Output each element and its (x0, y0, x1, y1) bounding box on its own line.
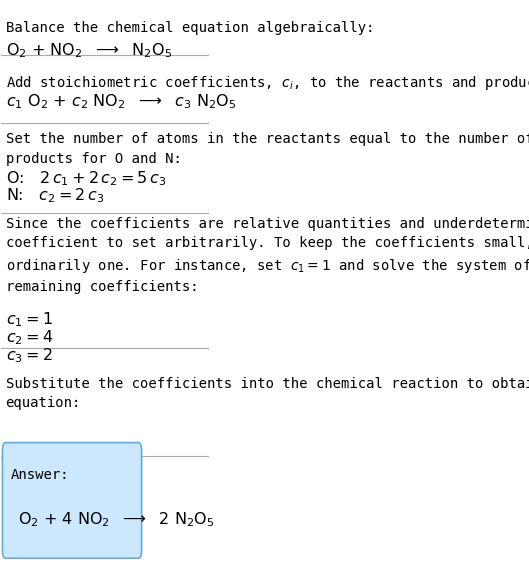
Text: $c_1 = 1$: $c_1 = 1$ (5, 311, 52, 329)
Text: Since the coefficients are relative quantities and underdetermined, choose a
coe: Since the coefficients are relative quan… (5, 217, 529, 294)
Text: O$_2$ + 4 NO$_2$  $\longrightarrow$  2 N$_2$O$_5$: O$_2$ + 4 NO$_2$ $\longrightarrow$ 2 N$_… (18, 510, 215, 529)
Text: O:   $2\,c_1 + 2\,c_2 = 5\,c_3$: O: $2\,c_1 + 2\,c_2 = 5\,c_3$ (5, 170, 166, 188)
Text: $c_3 = 2$: $c_3 = 2$ (5, 346, 52, 365)
Text: Answer:: Answer: (11, 468, 69, 482)
Text: Substitute the coefficients into the chemical reaction to obtain the balanced
eq: Substitute the coefficients into the che… (5, 376, 529, 410)
Text: N:   $c_2 = 2\,c_3$: N: $c_2 = 2\,c_3$ (5, 186, 104, 205)
Text: Add stoichiometric coefficients, $c_i$, to the reactants and products:: Add stoichiometric coefficients, $c_i$, … (5, 74, 529, 92)
FancyBboxPatch shape (3, 443, 142, 558)
Text: Balance the chemical equation algebraically:: Balance the chemical equation algebraica… (5, 21, 374, 35)
Text: $c_1$ O$_2$ + $c_2$ NO$_2$  $\longrightarrow$  $c_3$ N$_2$O$_5$: $c_1$ O$_2$ + $c_2$ NO$_2$ $\longrightar… (5, 93, 236, 112)
Text: $c_2 = 4$: $c_2 = 4$ (5, 329, 53, 348)
Text: Set the number of atoms in the reactants equal to the number of atoms in the
pro: Set the number of atoms in the reactants… (5, 132, 529, 166)
Text: O$_2$ + NO$_2$  $\longrightarrow$  N$_2$O$_5$: O$_2$ + NO$_2$ $\longrightarrow$ N$_2$O$… (5, 41, 172, 60)
